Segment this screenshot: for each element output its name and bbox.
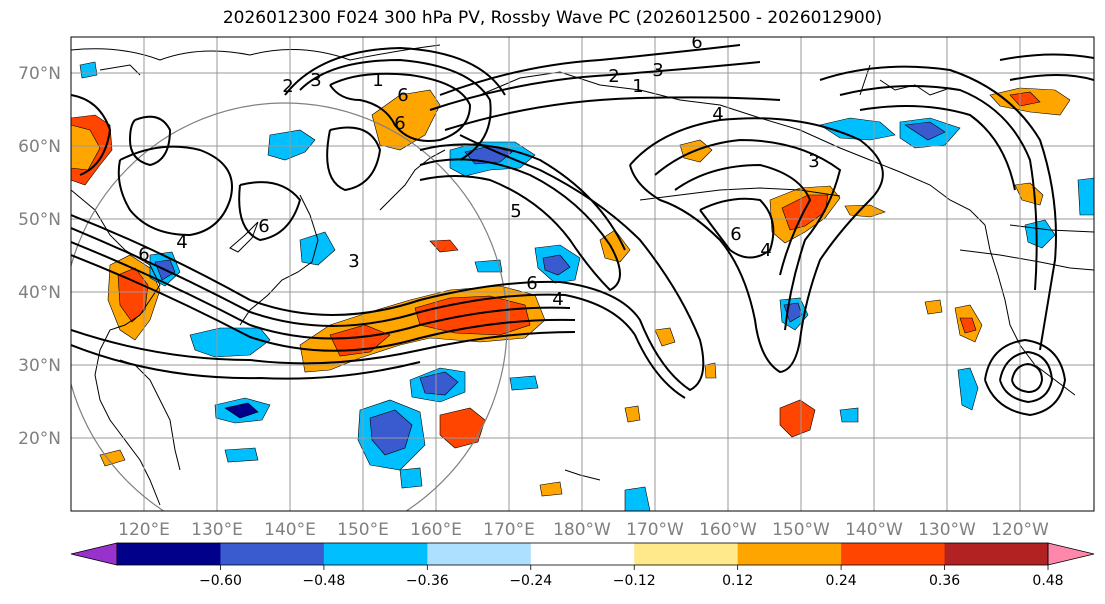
colorbar-segment	[323, 543, 428, 565]
colorbar-segment	[220, 543, 325, 565]
contour-label: 2	[282, 76, 293, 97]
colorbar-tick-label: −0.48	[302, 573, 345, 589]
reference-circle	[71, 102, 508, 511]
lon-label: 170°W	[626, 520, 684, 540]
contour-label: 4	[176, 232, 187, 253]
contour-label: 6	[397, 85, 408, 106]
lon-label: 140°W	[845, 520, 903, 540]
lon-label: 180°W	[553, 520, 611, 540]
latitude-labels: 70°N 60°N 50°N 40°N 30°N 20°N	[18, 64, 61, 449]
colorbar-extend-high	[1047, 542, 1095, 566]
contour-label: 6	[258, 216, 269, 237]
colorbar-tick-label: 0.12	[722, 573, 753, 589]
contour-label: 1	[632, 76, 643, 97]
colorbar-segment	[841, 543, 946, 565]
colorbar-segment	[737, 543, 842, 565]
colorbar-tick-label: −0.60	[199, 573, 242, 589]
colorbar-tick-label: −0.24	[509, 573, 552, 589]
lat-label: 60°N	[18, 137, 61, 157]
lon-label: 130°W	[918, 520, 976, 540]
lat-label: 20°N	[18, 429, 61, 449]
lon-label: 160°E	[410, 520, 462, 540]
colorbar-tick-label: 0.24	[826, 573, 857, 589]
map-frame	[70, 36, 1095, 512]
colorbar-border	[116, 542, 1049, 566]
colorbar-segment	[427, 543, 532, 565]
contour-label: 1	[372, 70, 383, 91]
colorbar-tick-label: 0.48	[1032, 573, 1063, 589]
contour-label: 5	[510, 201, 521, 222]
lat-label: 40°N	[18, 283, 61, 303]
map-area: 2 3 4 6 6 6 6 3 2 1 3 4 6 4 3 6 6 1 5 4	[71, 32, 1094, 511]
contour-label: 4	[552, 289, 563, 310]
colorbar-segment	[117, 543, 221, 565]
colorbar-segment	[530, 543, 635, 565]
lon-label: 120°E	[118, 520, 170, 540]
lat-label: 30°N	[18, 356, 61, 376]
colorbar-segment	[634, 543, 739, 565]
colorbar-tick-label: 0.36	[929, 573, 960, 589]
colorbar-tick-label: −0.12	[613, 573, 656, 589]
lat-label: 50°N	[18, 210, 61, 230]
colorbar-segment	[944, 543, 1049, 565]
contour-label: 3	[808, 151, 819, 172]
lon-label: 150°W	[772, 520, 830, 540]
contour-label: 6	[394, 113, 405, 134]
contour-label: 4	[760, 240, 771, 261]
lon-label: 140°E	[264, 520, 316, 540]
contour-labels: 2 3 4 6 6 6 6 3 2 1 3 4 6 4 3 6 6 1 5 4	[138, 32, 819, 310]
contour-label: 4	[712, 104, 723, 125]
lon-label: 160°W	[699, 520, 757, 540]
lon-label: 170°E	[483, 520, 535, 540]
contour-label: 3	[310, 70, 321, 91]
lon-label: 130°E	[191, 520, 243, 540]
map-title: 2026012300 F024 300 hPa PV, Rossby Wave …	[222, 8, 883, 28]
colorbar: −0.60 −0.48 −0.36 −0.24 −0.12 0.12 0.24 0.36 0.4…	[70, 542, 1095, 589]
lat-label: 70°N	[18, 64, 61, 84]
graticule	[71, 37, 1094, 511]
contour-label: 3	[652, 60, 663, 81]
contour-label: 3	[348, 251, 359, 272]
coastlines	[71, 44, 1094, 506]
contour-label: 6	[691, 32, 702, 53]
lon-label: 120°W	[991, 520, 1049, 540]
pv-contours	[71, 44, 1094, 417]
contour-label: 6	[138, 244, 149, 265]
longitude-labels: 120°E 130°E 140°E 150°E 160°E 170°E 180°…	[118, 520, 1049, 540]
contour-label: 6	[730, 224, 741, 245]
colorbar-tick-label: −0.36	[406, 573, 449, 589]
colorbar-extend-low	[70, 542, 118, 566]
contour-label: 6	[526, 273, 537, 294]
lon-label: 150°E	[337, 520, 389, 540]
contour-label: 2	[608, 66, 619, 87]
